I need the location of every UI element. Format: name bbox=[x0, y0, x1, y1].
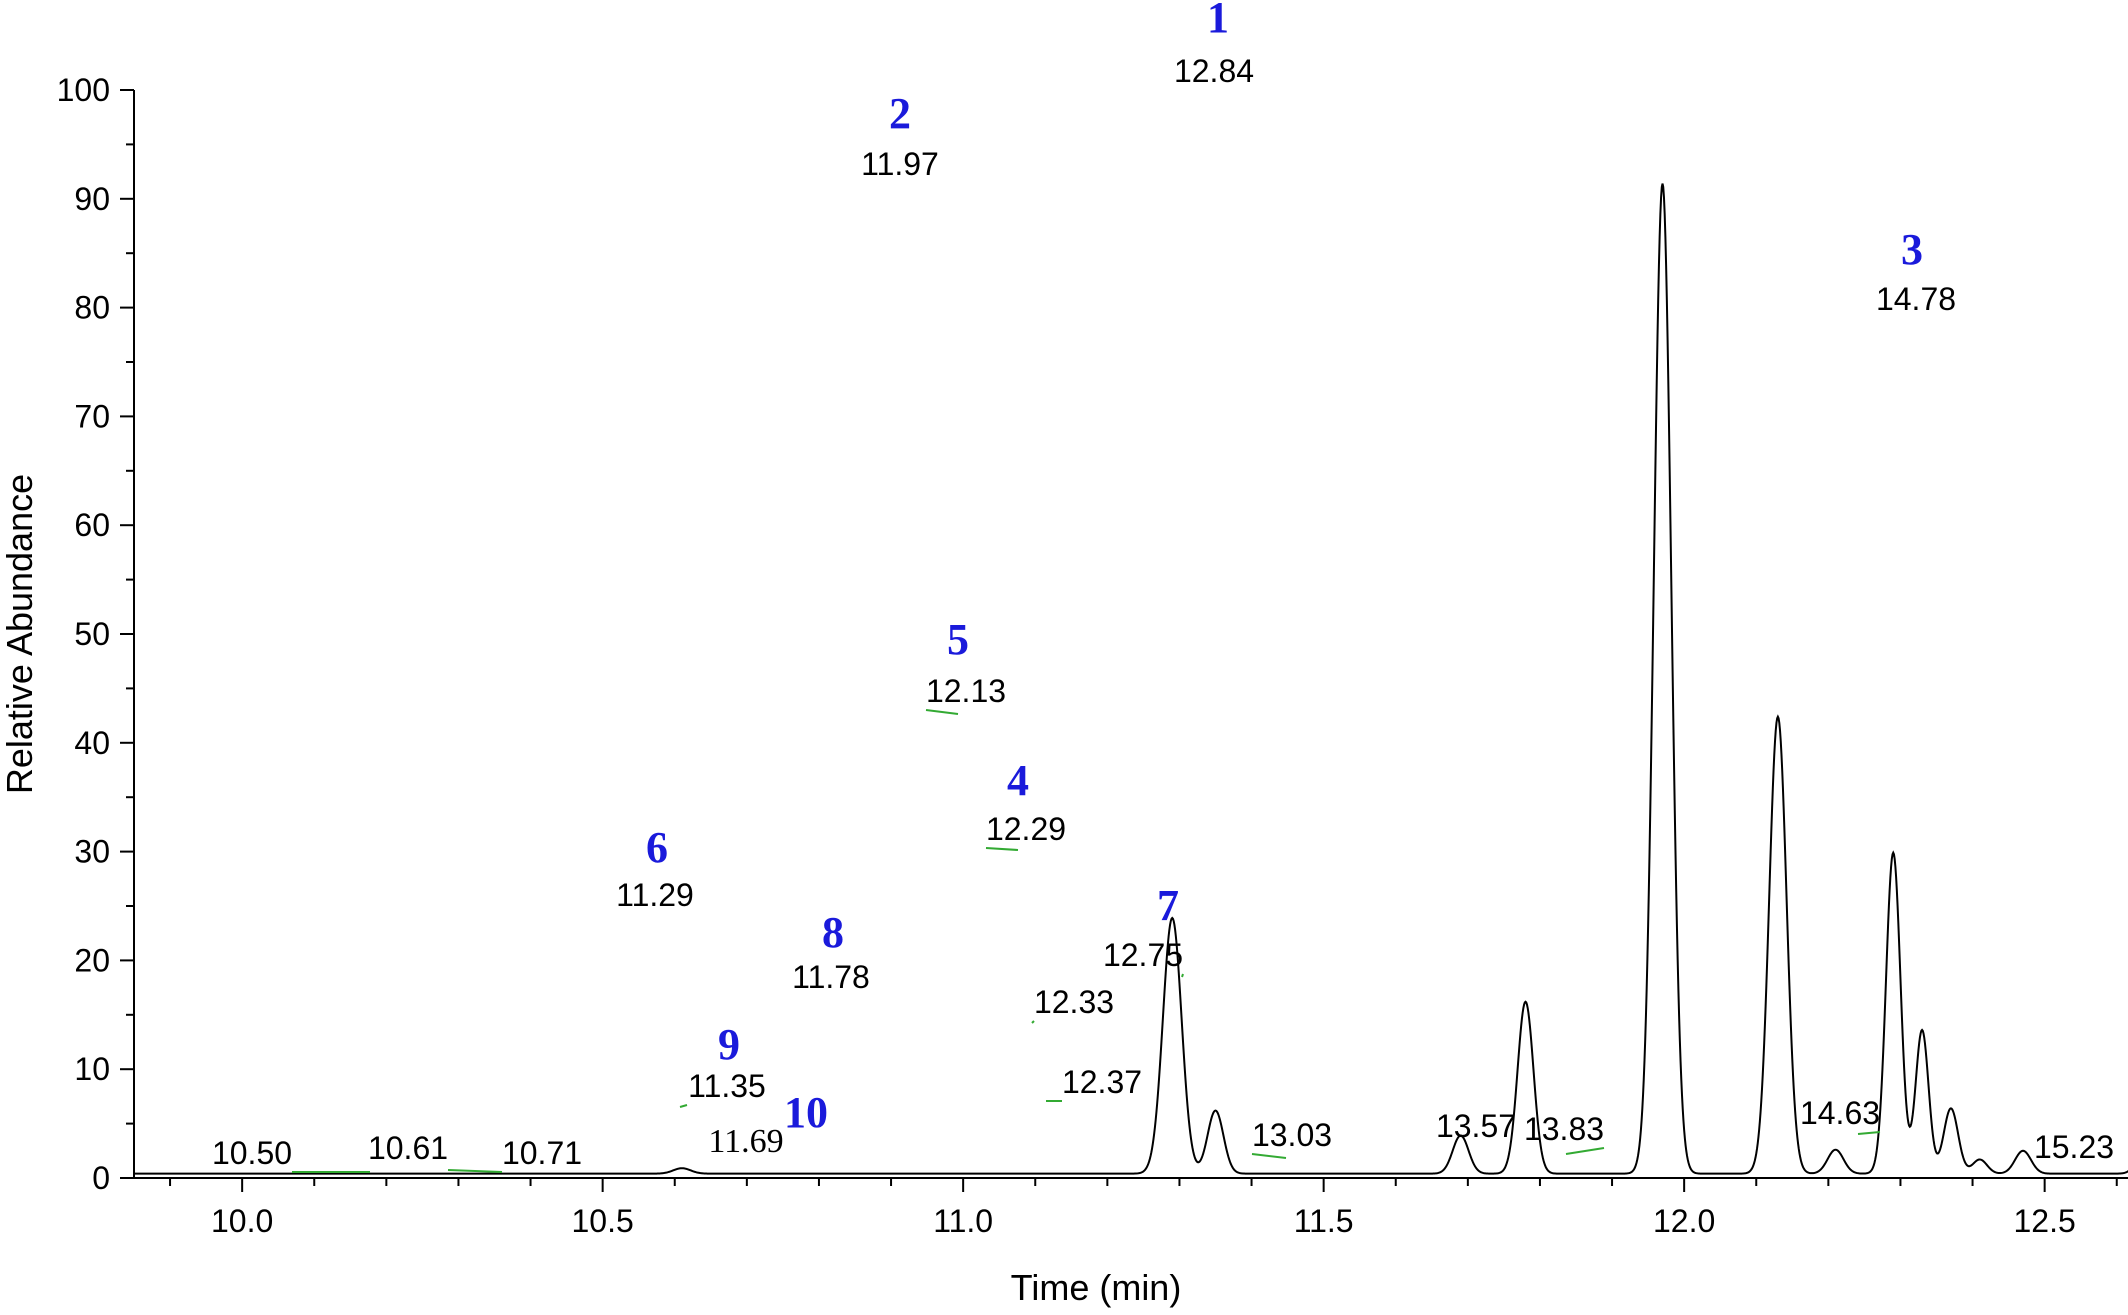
x-tick-label: 12.0 bbox=[1653, 1203, 1715, 1239]
leader-line bbox=[1857, 1131, 1881, 1135]
leader-line bbox=[679, 1104, 688, 1108]
y-axis-title: Relative Abundance bbox=[0, 474, 40, 794]
y-tick-label: 20 bbox=[74, 942, 110, 978]
retention-time-label: 13.57 bbox=[1436, 1108, 1516, 1144]
peak-number-label: 1 bbox=[1207, 0, 1229, 42]
y-tick-label: 0 bbox=[92, 1160, 110, 1196]
y-tick-label: 40 bbox=[74, 725, 110, 761]
x-axis-ticks: 10.010.511.011.512.012.513.013.514.014.5… bbox=[169, 1178, 2118, 1239]
y-tick-label: 60 bbox=[74, 507, 110, 543]
retention-time-label: 11.29 bbox=[616, 877, 694, 913]
retention-time-label: 10.50 bbox=[212, 1135, 292, 1171]
retention-time-label: 12.13 bbox=[926, 673, 1006, 709]
x-tick-label: 12.5 bbox=[2014, 1203, 2076, 1239]
peak-number-label: 9 bbox=[718, 1020, 740, 1069]
retention-time-label: 12.75 bbox=[1103, 937, 1183, 973]
peak-number-label: 5 bbox=[947, 615, 969, 664]
peak-number-label: 8 bbox=[822, 908, 844, 957]
retention-time-label: 12.84 bbox=[1174, 53, 1254, 89]
leader-line bbox=[1031, 1020, 1035, 1024]
leader-line bbox=[1251, 1153, 1287, 1159]
x-axis-title: Time (min) bbox=[1011, 1267, 1182, 1308]
retention-time-label: 12.33 bbox=[1034, 984, 1114, 1020]
y-tick-label: 10 bbox=[74, 1051, 110, 1087]
retention-time-label: 12.29 bbox=[986, 811, 1066, 847]
retention-time-label: 10.61 bbox=[368, 1130, 448, 1166]
leader-line bbox=[447, 1169, 503, 1173]
retention-time-label: 12.37 bbox=[1062, 1064, 1142, 1100]
retention-time-label: 15.23 bbox=[2034, 1129, 2114, 1165]
retention-time-label: 14.78 bbox=[1876, 281, 1956, 317]
peak-number-label: 7 bbox=[1157, 881, 1179, 930]
peak-number-label: 4 bbox=[1007, 756, 1029, 805]
leader-line bbox=[925, 709, 959, 715]
leader-line bbox=[1565, 1147, 1605, 1155]
y-tick-label: 100 bbox=[57, 72, 110, 108]
y-tick-label: 30 bbox=[74, 834, 110, 870]
leader-line bbox=[1181, 973, 1184, 978]
retention-time-label: 11.69 bbox=[708, 1123, 783, 1160]
retention-time-label: 11.35 bbox=[688, 1068, 766, 1104]
x-tick-label: 11.0 bbox=[933, 1203, 993, 1239]
retention-time-label: 10.71 bbox=[502, 1135, 582, 1171]
retention-time-label: 14.63 bbox=[1800, 1095, 1880, 1131]
y-tick-label: 80 bbox=[74, 290, 110, 326]
retention-time-label: 13.03 bbox=[1252, 1117, 1332, 1153]
y-tick-label: 50 bbox=[74, 616, 110, 652]
leader-line bbox=[985, 847, 1019, 851]
retention-time-label: 11.78 bbox=[792, 959, 870, 995]
y-tick-label: 70 bbox=[74, 398, 110, 434]
axes bbox=[133, 90, 2128, 1179]
x-tick-label: 11.5 bbox=[1294, 1203, 1354, 1239]
y-tick-label: 90 bbox=[74, 181, 110, 217]
retention-time-label: 11.97 bbox=[861, 146, 939, 182]
chromatogram-trace bbox=[134, 183, 2128, 1175]
peak-number-label: 2 bbox=[889, 89, 911, 138]
peak-number-label: 3 bbox=[1901, 225, 1923, 274]
peak-number-label: 10 bbox=[784, 1088, 828, 1137]
x-tick-label: 10.5 bbox=[572, 1203, 634, 1239]
x-tick-label: 10.0 bbox=[211, 1203, 273, 1239]
y-axis-ticks: 0 10 20 30 40 50 60 70 80 90 100 bbox=[57, 72, 134, 1196]
peak-number-label: 6 bbox=[646, 823, 668, 872]
retention-time-label: 13.83 bbox=[1524, 1111, 1604, 1147]
